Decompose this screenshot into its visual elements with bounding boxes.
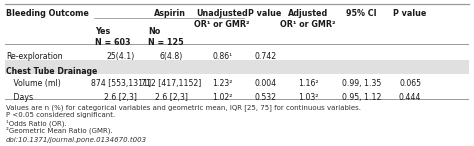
Text: Re-exploration: Re-exploration (6, 52, 63, 61)
Text: 0.95, 1.12: 0.95, 1.12 (342, 93, 381, 102)
Text: Values are n (%) for categorical variables and geometric mean, IQR [25, 75] for : Values are n (%) for categorical variabl… (6, 104, 361, 111)
Text: 0.065: 0.065 (399, 79, 421, 88)
Text: Unadjusted
OR¹ or GMR²: Unadjusted OR¹ or GMR² (194, 9, 250, 29)
Text: ¹Odds Ratio (OR).: ¹Odds Ratio (OR). (6, 119, 67, 127)
Text: 25(4.1): 25(4.1) (107, 52, 135, 61)
Text: 1.02²: 1.02² (212, 93, 232, 102)
Text: 2.6 [2,3]: 2.6 [2,3] (155, 93, 188, 102)
Text: No
N = 125: No N = 125 (148, 27, 183, 47)
Text: Yes
N = 603: Yes N = 603 (95, 27, 131, 47)
Text: 2.6 [2,3]: 2.6 [2,3] (104, 93, 137, 102)
Text: 6(4.8): 6(4.8) (159, 52, 182, 61)
Text: Chest Tube Drainage: Chest Tube Drainage (6, 67, 98, 76)
Text: P value: P value (393, 9, 427, 18)
Text: Adjusted
OR¹ or GMR²: Adjusted OR¹ or GMR² (280, 9, 336, 29)
Text: Aspirin: Aspirin (154, 9, 186, 18)
Text: Days: Days (6, 93, 33, 102)
Text: 874 [553,1311]: 874 [553,1311] (91, 79, 151, 88)
Text: 0.532: 0.532 (254, 93, 276, 102)
Text: 1.03²: 1.03² (298, 93, 318, 102)
Text: 0.742: 0.742 (254, 52, 276, 61)
Text: doi:10.1371/journal.pone.0134670.t003: doi:10.1371/journal.pone.0134670.t003 (6, 137, 147, 143)
Text: P value: P value (248, 9, 282, 18)
Text: 0.86¹: 0.86¹ (212, 52, 232, 61)
Text: 1.16²: 1.16² (298, 79, 319, 88)
Text: 0.004: 0.004 (254, 79, 276, 88)
Text: P <0.05 considered significant.: P <0.05 considered significant. (6, 112, 115, 118)
Text: 0.99, 1.35: 0.99, 1.35 (342, 79, 381, 88)
Text: 95% CI: 95% CI (346, 9, 377, 18)
Bar (5, 60, 469, 74)
Text: Bleeding Outcome: Bleeding Outcome (6, 9, 89, 18)
Text: Volume (ml): Volume (ml) (6, 79, 61, 88)
Text: 712 [417,1152]: 712 [417,1152] (141, 79, 201, 88)
Text: 0.444: 0.444 (399, 93, 421, 102)
Text: ²Geometric Mean Ratio (GMR).: ²Geometric Mean Ratio (GMR). (6, 126, 113, 134)
Text: 1.23²: 1.23² (212, 79, 232, 88)
